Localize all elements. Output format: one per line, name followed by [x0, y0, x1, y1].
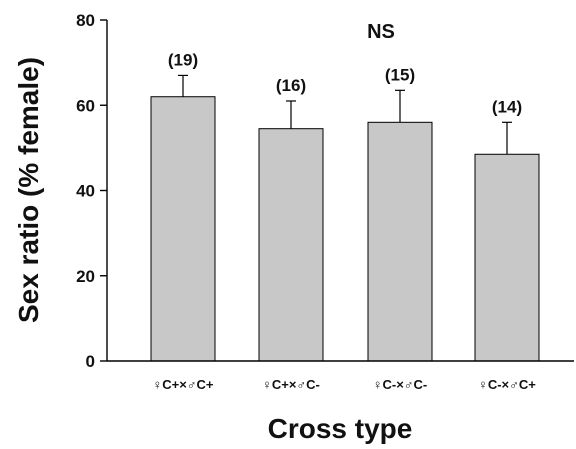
- annotations-layer: (19) (16) (15) (14): [168, 50, 522, 116]
- x-tick-label: ♀C+×♂C+: [152, 377, 213, 392]
- y-tick-label: 40: [76, 182, 95, 201]
- y-tick-label: 60: [76, 96, 95, 115]
- sample-size-label: (19): [168, 50, 198, 69]
- bar: [150, 96, 216, 362]
- error-bars-layer: [178, 74, 512, 155]
- sample-size-label: (16): [276, 76, 306, 95]
- sample-size-label: (15): [385, 65, 415, 84]
- bar: [258, 128, 324, 362]
- y-tick-label: 0: [86, 352, 95, 371]
- x-tick-label: ♀C-×♂C+: [478, 377, 536, 392]
- x-axis-title: Cross type: [268, 413, 413, 444]
- bar: [367, 121, 433, 362]
- x-tick-label: ♀C+×♂C-: [262, 377, 320, 392]
- y-tick-label: 80: [76, 11, 95, 30]
- y-ticks-layer: 0 20 40 60 80: [76, 11, 107, 371]
- y-tick-label: 20: [76, 267, 95, 286]
- sample-size-label: (14): [492, 97, 522, 116]
- x-tick-label: ♀C-×♂C-: [373, 377, 428, 392]
- x-tick-labels-layer: ♀C+×♂C+ ♀C+×♂C- ♀C-×♂C- ♀C-×♂C+: [152, 377, 536, 392]
- y-axis-title: Sex ratio (% female): [13, 57, 44, 323]
- bars-layer: [150, 96, 540, 362]
- bar: [474, 153, 540, 362]
- chart-title: NS: [367, 21, 395, 43]
